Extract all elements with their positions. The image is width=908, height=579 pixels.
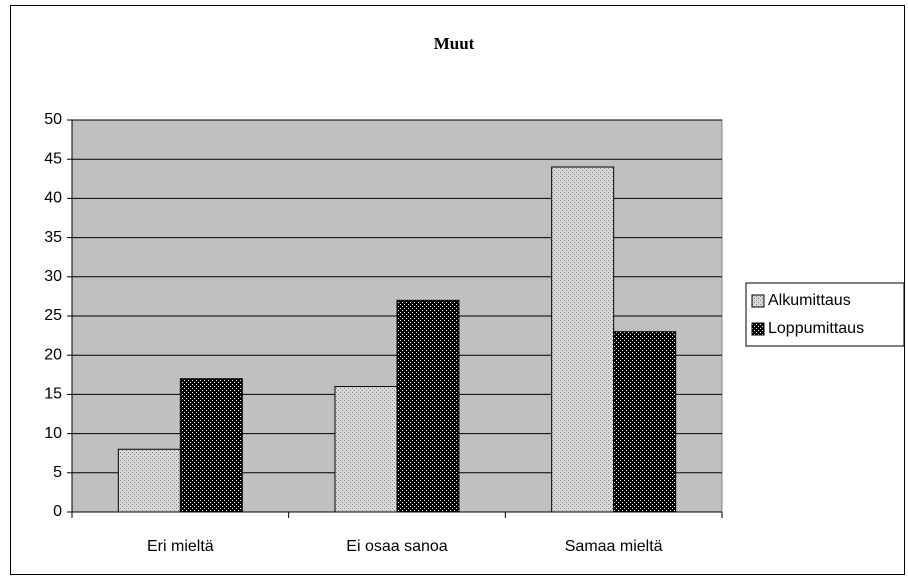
- y-tick-label: 35: [44, 229, 62, 246]
- bar: [334, 386, 398, 513]
- x-tick-label: Ei osaa sanoa: [346, 538, 448, 555]
- y-tick-label: 0: [53, 503, 62, 520]
- y-tick-label: 30: [44, 268, 62, 285]
- y-tick-label: 25: [44, 307, 62, 324]
- bar: [396, 299, 460, 513]
- x-tick-label: Samaa mieltä: [565, 538, 663, 555]
- bar: [117, 448, 181, 513]
- bar: [179, 378, 243, 513]
- bar: [551, 166, 615, 513]
- legend-label: Alkumittaus: [768, 292, 851, 309]
- y-tick-label: 20: [44, 346, 62, 363]
- y-tick-label: 40: [44, 190, 62, 207]
- legend-swatch: [751, 294, 765, 308]
- y-tick-label: 50: [44, 111, 62, 128]
- y-tick-label: 45: [44, 150, 62, 167]
- y-tick-label: 5: [53, 464, 62, 481]
- legend-frame: [745, 282, 905, 347]
- legend-label: Loppumittaus: [768, 320, 864, 337]
- y-tick-label: 10: [44, 425, 62, 442]
- x-tick-label: Eri mieltä: [147, 538, 214, 555]
- bar: [613, 331, 677, 513]
- y-tick-label: 15: [44, 386, 62, 403]
- legend-swatch: [751, 322, 765, 336]
- chart-title: Muut: [434, 34, 475, 53]
